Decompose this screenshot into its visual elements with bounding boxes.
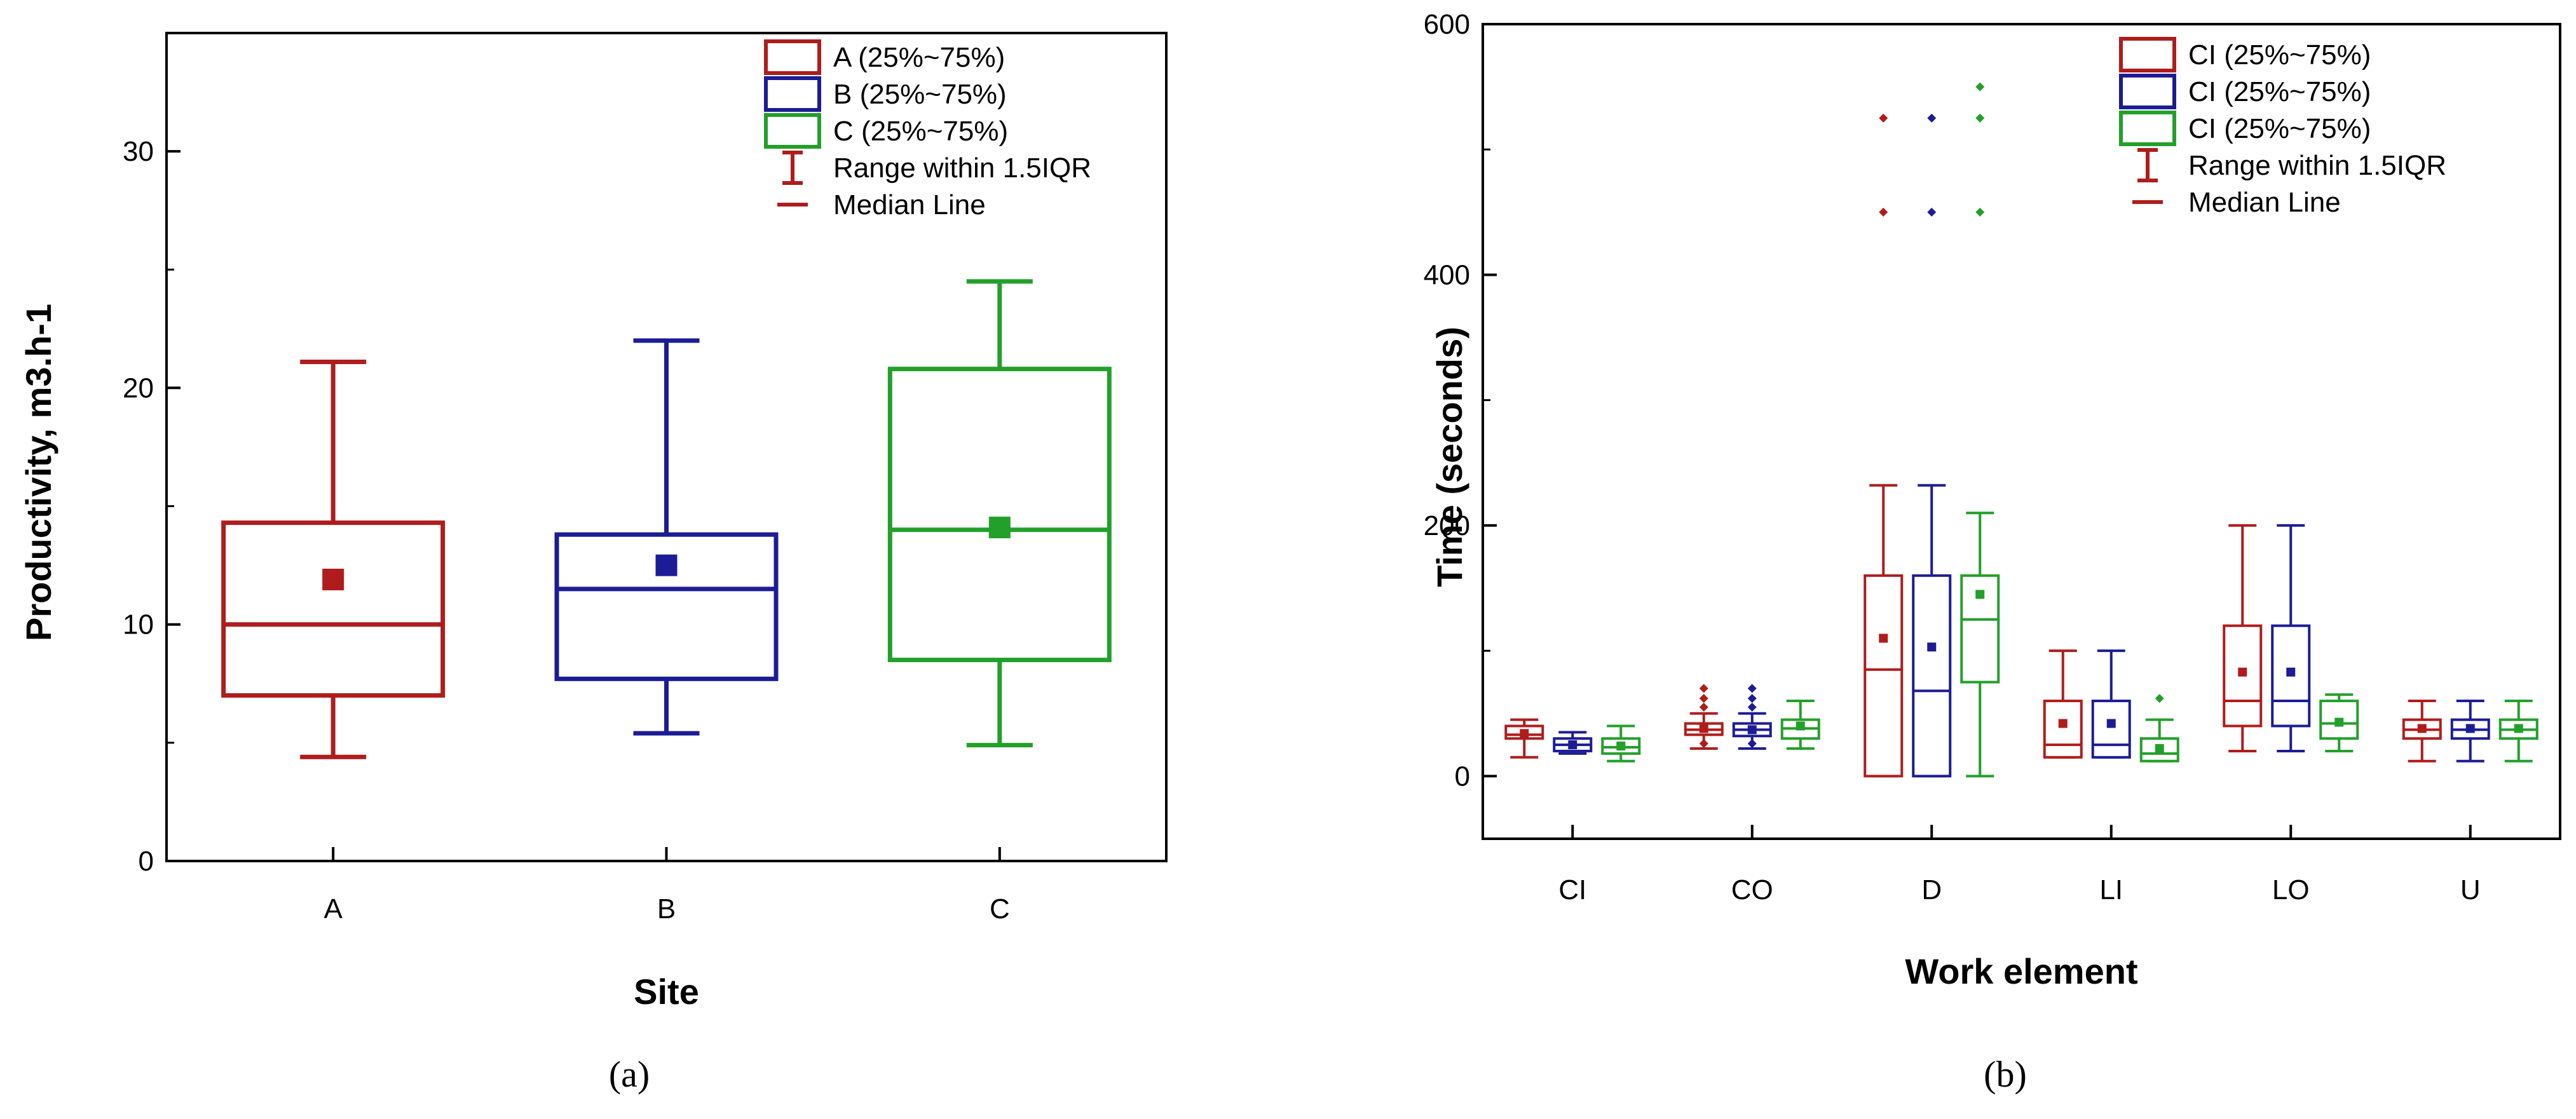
chart-a: 0 10 20 30 A B C Site Productivity, m3.h-1 A (25%… <box>18 32 1168 1095</box>
box-B-mean-marker <box>655 554 678 576</box>
legend-swatch-0 <box>2119 37 2176 72</box>
box-CO-A-mean-marker <box>1699 724 1708 733</box>
panel-label: (a) <box>609 1054 650 1095</box>
box-D-A-mean-marker <box>1879 634 1888 643</box>
box-CO-B-outlier-2 <box>1747 684 1757 693</box>
y-tick-label-2: 400 <box>1424 259 1470 290</box>
box-D-A-box <box>1864 574 1904 778</box>
y-tick-label-0: 0 <box>1455 761 1470 792</box>
legend-label-0: A (25%~75%) <box>833 42 1005 73</box>
box-LO-B-mean-marker <box>2286 667 2296 677</box>
box-CO-B-mean-marker <box>1747 725 1757 735</box>
x-tick-label-3: LI <box>2099 874 2123 905</box>
y-tick-label-0: 0 <box>139 846 154 877</box>
box-LO-A-mean-marker <box>2238 667 2247 677</box>
box-CO-C-mean-marker <box>1796 721 1805 731</box>
y-tick-label-1: 200 <box>1424 510 1470 541</box>
x-tick-label-2: C <box>990 893 1010 925</box>
x-tick-label-2: D <box>1921 874 1942 905</box>
box-LO-C-mean-marker <box>2334 717 2344 727</box>
box-U-A-mean-marker <box>2417 724 2427 733</box>
box-D-C-mean-marker <box>1975 590 1985 599</box>
box-D-B-outlier-0 <box>1927 207 1937 217</box>
box-D-C-outlier-2 <box>1975 82 1985 92</box>
legend-swatch-2 <box>764 113 821 149</box>
box-D-C-outlier-1 <box>1975 113 1985 123</box>
x-tick-label-1: B <box>657 893 676 925</box>
x-tick-label-0: CI <box>1558 874 1586 905</box>
legend-label-2: CI (25%~75%) <box>2188 113 2371 144</box>
box-D-B-outlier-1 <box>1927 113 1937 123</box>
chart-b: 0 200 400 600 CI CO D LI LO U Work element Time (se… <box>1424 9 2561 1095</box>
box-D-A-outlier-1 <box>1879 113 1888 123</box>
box-D-B-box <box>1912 574 1952 778</box>
box-D-B-mean-marker <box>1927 642 1937 652</box>
box-D-C-outlier-0 <box>1975 207 1985 217</box>
box-C-box <box>887 367 1112 663</box>
panel-label: (b) <box>1984 1054 2027 1095</box>
x-tick-label-4: LO <box>2272 874 2310 905</box>
x-tick-label-0: A <box>324 893 343 925</box>
box-LI-B-box <box>2091 700 2131 759</box>
box-CO-B-outlier-3 <box>1747 739 1757 749</box>
box-CO-B-outlier-0 <box>1747 702 1757 712</box>
box-CI-B-mean-marker <box>1568 740 1578 750</box>
box-LI-A-mean-marker <box>2058 719 2068 728</box>
legend-label-0: CI (25%~75%) <box>2188 39 2371 71</box>
x-axis-label: Site <box>634 972 699 1012</box>
legend-label-4: Median Line <box>2188 187 2341 218</box>
box-CO-A-outlier-3 <box>1699 739 1708 749</box>
box-U-B-mean-marker <box>2465 724 2475 733</box>
y-tick-label-3: 600 <box>1424 9 1470 40</box>
legend-label-1: B (25%~75%) <box>833 79 1007 110</box>
box-D-A-outlier-0 <box>1879 207 1888 217</box>
legend-swatch-2 <box>2119 111 2176 146</box>
box-CO-A-outlier-2 <box>1699 684 1708 693</box>
y-axis-label: Time (seconds) <box>1429 327 1469 587</box>
legend-swatch-1 <box>2119 74 2176 109</box>
legend-swatch-1 <box>764 76 821 112</box>
box-LI-C-outlier-0 <box>2155 694 2164 703</box>
box-C-mean-marker <box>988 517 1011 539</box>
box-CO-A-outlier-0 <box>1699 702 1708 712</box>
box-LI-C-mean-marker <box>2155 743 2164 753</box>
legend-label-3: Range within 1.5IQR <box>2188 150 2446 181</box>
y-axis-label: Productivity, m3.h-1 <box>18 304 58 641</box>
legend-label-1: CI (25%~75%) <box>2188 76 2371 107</box>
y-tick-label-2: 20 <box>123 372 154 404</box>
legend-label-2: C (25%~75%) <box>833 116 1008 147</box>
box-LI-B-mean-marker <box>2106 719 2116 728</box>
box-CI-C-mean-marker <box>1616 742 1626 751</box>
x-tick-label-5: U <box>2460 874 2481 905</box>
legend-label-4: Median Line <box>833 189 986 220</box>
box-A-mean-marker <box>322 568 344 590</box>
box-CO-B-outlier-1 <box>1747 694 1757 703</box>
box-A-box <box>221 520 446 698</box>
box-CO-A-outlier-1 <box>1699 694 1708 703</box>
legend-label-3: Range within 1.5IQR <box>833 153 1091 184</box>
box-CI-A-mean-marker <box>1520 729 1529 738</box>
y-tick-label-3: 30 <box>123 136 154 167</box>
plot-frame <box>1482 23 2561 840</box>
x-axis-label: Work element <box>1905 951 2137 991</box>
x-tick-label-1: CO <box>1731 874 1773 905</box>
box-LI-A-box <box>2043 700 2083 759</box>
y-tick-label-1: 10 <box>123 609 154 641</box>
box-U-C-mean-marker <box>2514 724 2523 733</box>
legend-swatch-0 <box>764 39 821 75</box>
